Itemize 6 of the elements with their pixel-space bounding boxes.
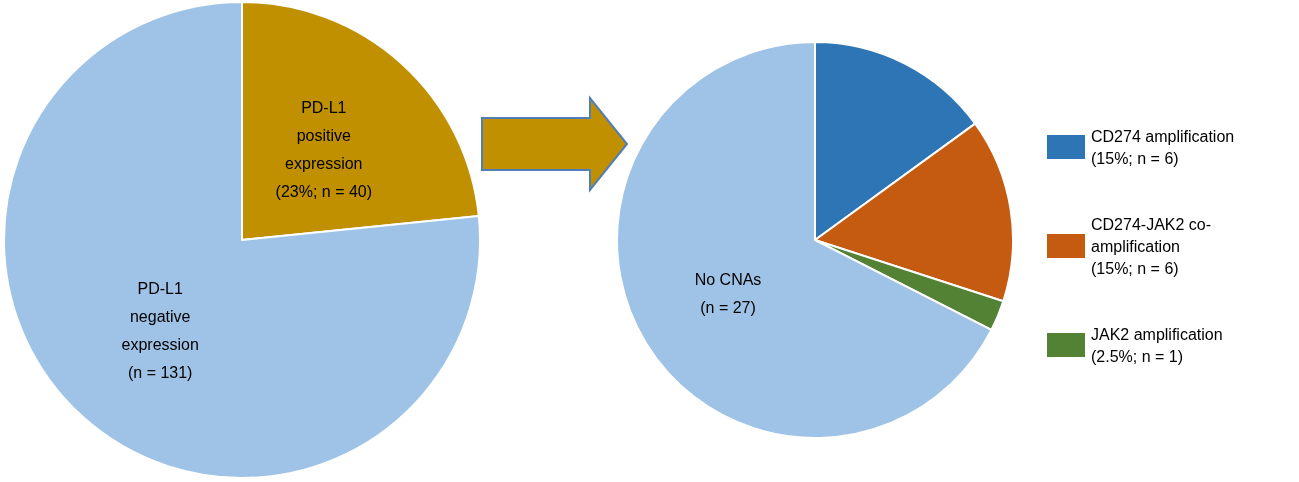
legend-label: CD274 amplification (15%; n = 6) xyxy=(1091,127,1235,167)
legend-label: JAK2 amplification (2.5%; n = 1) xyxy=(1091,325,1223,365)
legend-label: CD274-JAK2 co-amplification (15%; n = 6) xyxy=(1091,215,1212,277)
slice-label: PD-L1 negative expression (n = 131) xyxy=(121,280,199,382)
slice-label: No CNAs (n = 27) xyxy=(694,270,762,316)
slice-label: PD-L1 positive expression (23%; n = 40) xyxy=(275,98,373,200)
